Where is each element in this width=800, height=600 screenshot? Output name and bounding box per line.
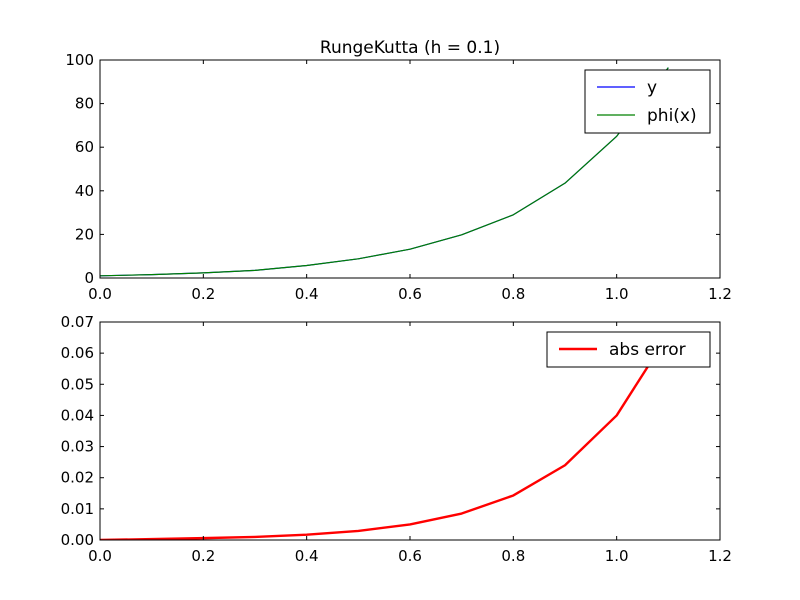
- legend-label: abs error: [609, 340, 686, 360]
- y-tick-label: 0.03: [61, 438, 94, 456]
- legend: abs error: [546, 331, 711, 368]
- x-tick-label: 0.4: [295, 285, 319, 303]
- y-tick-label: 80: [75, 95, 94, 113]
- legend-label: y: [647, 78, 657, 98]
- y-tick-label: 0.01: [61, 500, 94, 518]
- x-tick-label: 0.0: [88, 285, 112, 303]
- y-tick-label: 20: [75, 225, 94, 243]
- x-tick-label: 0.8: [501, 547, 525, 565]
- y-tick-label: 0.05: [61, 375, 94, 393]
- x-tick-label: 1.2: [708, 285, 732, 303]
- x-tick-label: 0.6: [398, 547, 422, 565]
- y-tick-label: 0.00: [61, 531, 94, 549]
- top-chart-panel: RungeKutta (h = 0.1) 0.0 0.2 0.4 0.6 0.8 1.0 1.…: [65, 38, 732, 303]
- y-tick-label: 0.07: [61, 313, 94, 331]
- series-line-abs-error: [100, 333, 670, 540]
- x-tick-label: 0.2: [191, 547, 215, 565]
- y-tick-label: 0.04: [61, 406, 94, 424]
- legend-box: [584, 69, 711, 134]
- x-tick-label: 1.0: [605, 285, 629, 303]
- series-line-phi-x-: [100, 67, 669, 277]
- bottom-chart-panel: 0.0 0.2 0.4 0.6 0.8 1.0 1.2 0.00 0.01 0.02 0.03 0.0…: [61, 313, 732, 565]
- chart-title: RungeKutta (h = 0.1): [320, 38, 500, 58]
- x-tick-label: 0.4: [295, 547, 319, 565]
- y-tick-label: 0.02: [61, 469, 94, 487]
- plot-area: [100, 67, 669, 277]
- x-tick-label: 1.0: [605, 547, 629, 565]
- legend: y phi(x): [584, 69, 711, 134]
- y-tick-label: 100: [65, 51, 94, 69]
- x-tick-label: 0.6: [398, 285, 422, 303]
- y-tick-label: 60: [75, 138, 94, 156]
- legend-label: phi(x): [647, 106, 697, 126]
- y-tick-label: 40: [75, 182, 94, 200]
- x-tick-label: 1.2: [708, 547, 732, 565]
- x-tick-label: 0.2: [191, 285, 215, 303]
- plot-area: [100, 333, 670, 540]
- x-tick-label: 0.0: [88, 547, 112, 565]
- x-tick-label: 0.8: [501, 285, 525, 303]
- y-tick-label: 0.06: [61, 344, 94, 362]
- y-tick-label: 0: [84, 269, 94, 287]
